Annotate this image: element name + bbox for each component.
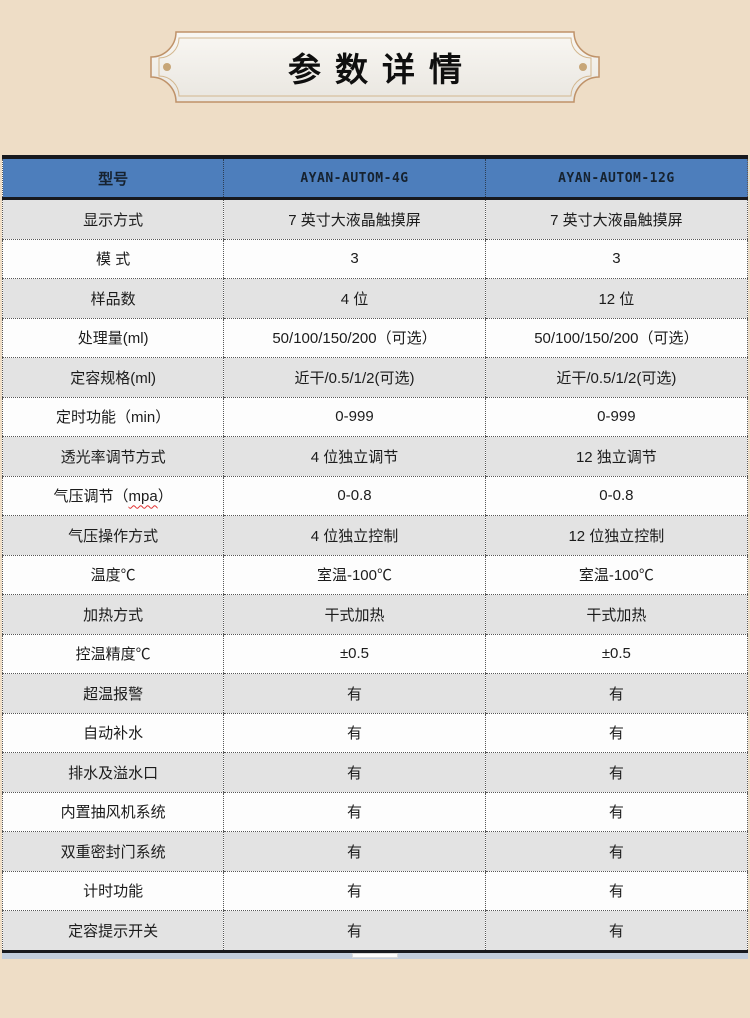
param-label: 双重密封门系统: [2, 831, 224, 872]
param-label: 超温报警: [2, 673, 224, 714]
table-row: 定时功能（min） 0-999 0-999: [2, 397, 748, 437]
param-label: 控温精度℃: [2, 634, 224, 674]
param-label: 排水及溢水口: [2, 752, 224, 793]
value-model-4g: ±0.5: [223, 634, 486, 674]
value-model-4g: 干式加热: [223, 594, 486, 635]
value-model-12g: 12 独立调节: [484, 436, 748, 477]
table-row: 处理量(ml) 50/100/150/200（可选） 50/100/150/200（…: [2, 318, 748, 358]
param-label: 自动补水: [2, 713, 224, 753]
value-model-4g: 50/100/150/200（可选）: [223, 318, 486, 358]
table-row: 排水及溢水口有有: [2, 752, 748, 793]
col-header-model-label: 型号: [2, 157, 224, 200]
value-model-12g: 近干/0.5/1/2(可选): [484, 357, 748, 398]
table-row: 自动补水有有: [2, 713, 748, 753]
param-label: 气压调节（mpa）: [2, 476, 224, 516]
value-model-4g: 有: [223, 673, 486, 714]
table-row: 超温报警有有: [2, 673, 748, 714]
table-row: 内置抽风机系统有有: [2, 792, 748, 832]
value-model-4g: 近干/0.5/1/2(可选): [223, 357, 486, 398]
table-row: 透光率调节方式 4 位独立调节 12 独立调节: [2, 436, 748, 477]
value-model-12g: 7 英寸大液晶触摸屏: [484, 198, 748, 240]
param-label: 透光率调节方式: [2, 436, 224, 477]
value-model-12g: ±0.5: [484, 634, 748, 674]
value-model-4g: 有: [223, 910, 486, 951]
param-label-text: 气压调节（: [53, 488, 129, 506]
value-model-4g: 有: [223, 871, 486, 911]
param-label: 计时功能: [2, 871, 224, 911]
banner-left-dot-ornament: [163, 63, 171, 71]
table-header-row: 型号 AYAN-AUTOM-4G AYAN-AUTOM-12G: [2, 157, 748, 200]
value-model-12g: 有: [484, 831, 748, 872]
col-header-model-12g: AYAN-AUTOM-12G: [484, 157, 748, 200]
value-model-12g: 50/100/150/200（可选）: [484, 318, 748, 358]
value-model-4g: 0-999: [223, 397, 486, 437]
title-banner: 参数详情: [146, 27, 604, 107]
param-label: 处理量(ml): [2, 318, 224, 358]
value-model-4g: 4 位: [223, 278, 486, 319]
value-model-12g: 有: [484, 673, 748, 714]
spec-table: 型号 AYAN-AUTOM-4G AYAN-AUTOM-12G 显示方式 7 英寸…: [2, 155, 748, 953]
param-label: 气压操作方式: [2, 515, 224, 556]
value-model-4g: 3: [223, 239, 486, 279]
value-model-4g: 4 位独立调节: [223, 436, 486, 477]
param-label: 定容规格(ml): [2, 357, 224, 398]
spec-table-container: 型号 AYAN-AUTOM-4G AYAN-AUTOM-12G 显示方式 7 英寸…: [2, 155, 748, 959]
param-label: 温度℃: [2, 555, 224, 595]
param-label: 内置抽风机系统: [2, 792, 224, 832]
table-row: 定容提示开关有有: [2, 910, 748, 951]
param-label: 定时功能（min）: [2, 397, 224, 437]
param-label-text: ）: [157, 488, 173, 506]
value-model-4g: 有: [223, 752, 486, 793]
col-header-model-4g: AYAN-AUTOM-4G: [223, 157, 486, 200]
table-row: 温度℃ 室温-100℃ 室温-100℃: [2, 555, 748, 595]
value-model-12g: 0-999: [484, 397, 748, 437]
value-model-12g: 有: [484, 910, 748, 951]
banner-frame-ornament: [150, 31, 600, 103]
value-model-12g: 12 位: [484, 278, 748, 319]
param-label: 定容提示开关: [2, 910, 224, 951]
value-model-12g: 有: [484, 752, 748, 793]
table-row: 双重密封门系统有有: [2, 831, 748, 872]
value-model-12g: 有: [484, 871, 748, 911]
scrollbar-thumb[interactable]: [352, 952, 398, 958]
banner-right-dot-ornament: [579, 63, 587, 71]
value-model-4g: 有: [223, 792, 486, 832]
table-row: 样品数 4 位 12 位: [2, 278, 748, 319]
param-label: 样品数: [2, 278, 224, 319]
param-label: 加热方式: [2, 594, 224, 635]
value-model-4g: 有: [223, 713, 486, 753]
value-model-12g: 3: [484, 239, 748, 279]
table-row: 加热方式 干式加热 干式加热: [2, 594, 748, 635]
table-row: 控温精度℃ ±0.5 ±0.5: [2, 634, 748, 674]
table-row: 定容规格(ml) 近干/0.5/1/2(可选) 近干/0.5/1/2(可选): [2, 357, 748, 398]
value-model-12g: 室温-100℃: [484, 555, 748, 595]
value-model-12g: 有: [484, 792, 748, 832]
page-title: 参数详情: [288, 51, 476, 88]
spellcheck-squiggle-text: mpa: [128, 488, 158, 506]
value-model-4g: 0-0.8: [223, 476, 486, 516]
value-model-12g: 0-0.8: [484, 476, 748, 516]
value-model-4g: 7 英寸大液晶触摸屏: [223, 198, 486, 240]
horizontal-scrollbar[interactable]: [2, 952, 748, 959]
value-model-12g: 12 位独立控制: [484, 515, 748, 556]
table-row: 气压操作方式 4 位独立控制 12 位独立控制: [2, 515, 748, 556]
param-label: 模 式: [2, 239, 224, 279]
param-label: 显示方式: [2, 198, 224, 240]
value-model-12g: 干式加热: [484, 594, 748, 635]
value-model-4g: 室温-100℃: [223, 555, 486, 595]
table-row: 气压调节（mpa） 0-0.8 0-0.8: [2, 476, 748, 516]
value-model-12g: 有: [484, 713, 748, 753]
value-model-4g: 有: [223, 831, 486, 872]
table-row: 计时功能有有: [2, 871, 748, 911]
table-row: 显示方式 7 英寸大液晶触摸屏 7 英寸大液晶触摸屏: [2, 198, 748, 240]
value-model-4g: 4 位独立控制: [223, 515, 486, 556]
